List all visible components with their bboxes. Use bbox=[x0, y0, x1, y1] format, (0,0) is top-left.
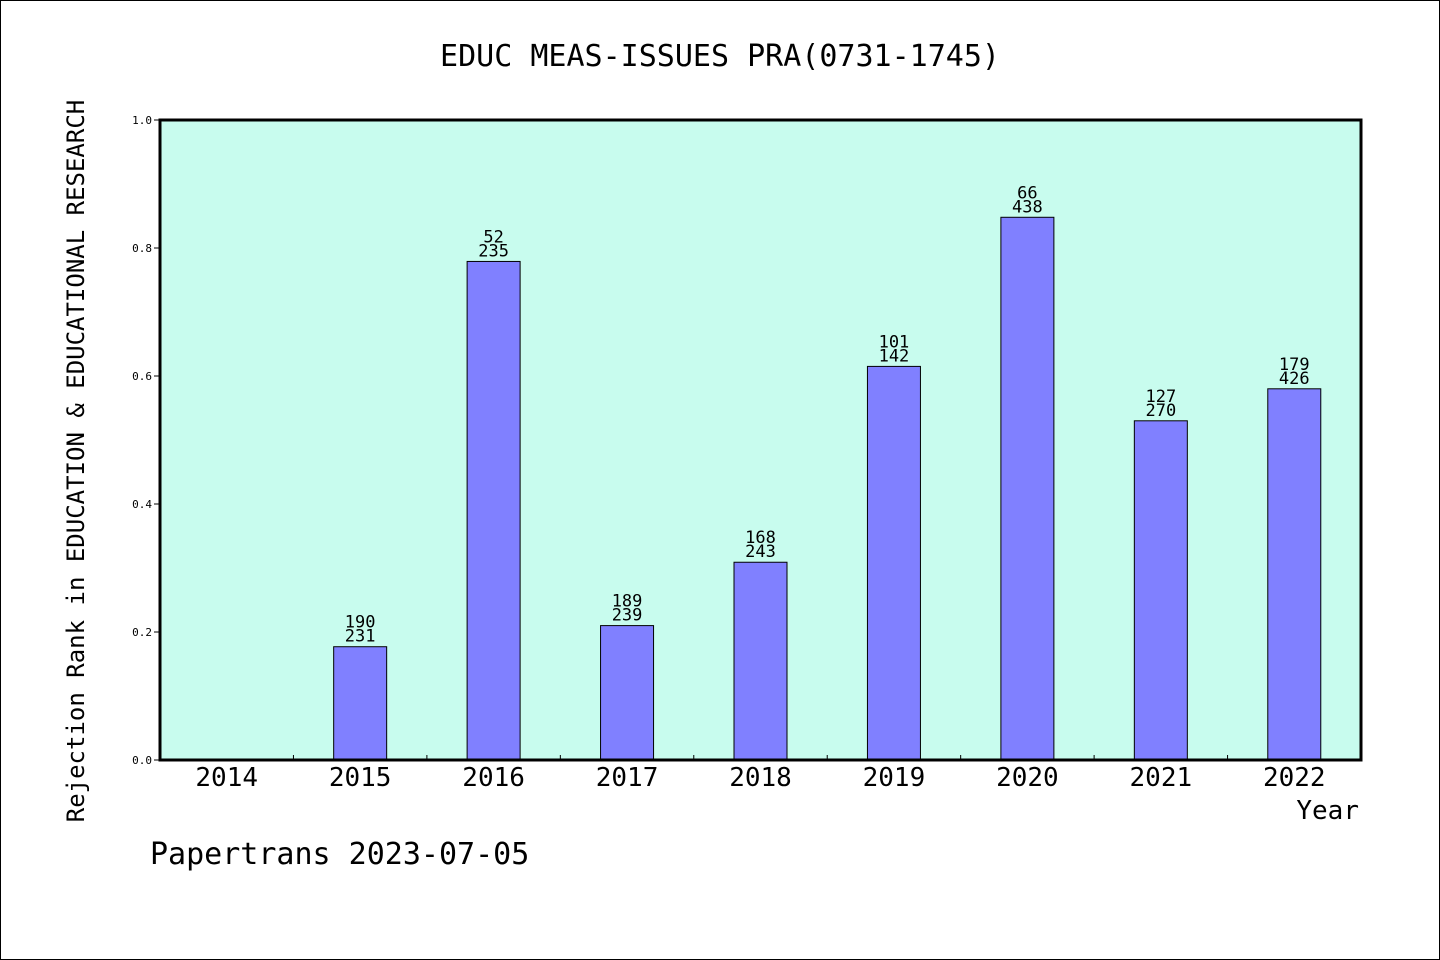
bar-2018 bbox=[733, 561, 788, 761]
y-tick-label: 0.6 bbox=[132, 370, 152, 383]
y-tick-label: 1.0 bbox=[132, 114, 152, 127]
bar-label-top: 101 bbox=[879, 332, 910, 352]
bar-2017 bbox=[600, 625, 655, 761]
bar-2020 bbox=[1000, 216, 1055, 761]
bars-group bbox=[333, 216, 1322, 761]
plot-border bbox=[158, 118, 1363, 762]
x-tick-label: 2020 bbox=[996, 763, 1059, 793]
bar-label-top: 52 bbox=[483, 227, 503, 247]
bar-label-top: 190 bbox=[345, 613, 376, 633]
bar-label-bottom: 426 bbox=[1279, 369, 1310, 389]
x-axis-ticks: 2014 2015 2016 2017 2018 2019 2020 2021 2022 bbox=[195, 755, 1326, 793]
bar-label-top: 66 bbox=[1017, 183, 1037, 203]
y-tick-label: 0.8 bbox=[132, 242, 152, 255]
bar-2016 bbox=[466, 260, 521, 761]
y-tick-label: 0.4 bbox=[132, 498, 152, 511]
x-tick-label: 2018 bbox=[729, 763, 792, 793]
bar-2019 bbox=[866, 365, 921, 761]
x-tick-label: 2015 bbox=[329, 763, 392, 793]
x-tick-label: 2019 bbox=[863, 763, 926, 793]
footer-credit: Papertrans 2023-07-05 bbox=[150, 837, 529, 872]
bar-label-top: 189 bbox=[612, 592, 643, 612]
x-tick-label: 2014 bbox=[195, 763, 258, 793]
y-axis-label: Rejection Rank in EDUCATION & EDUCATIONA… bbox=[62, 100, 90, 822]
bar-label-top: 168 bbox=[745, 528, 776, 548]
bar-2021 bbox=[1133, 420, 1188, 761]
bar-label-bottom: 239 bbox=[612, 606, 643, 626]
bar-label-bottom: 243 bbox=[745, 542, 776, 562]
y-tick-label: 0.2 bbox=[132, 626, 152, 639]
x-tick-label: 2022 bbox=[1263, 763, 1326, 793]
bar-label-top: 179 bbox=[1279, 355, 1310, 375]
x-tick-label: 2017 bbox=[596, 763, 659, 793]
x-tick-label: 2016 bbox=[462, 763, 525, 793]
bar-2015 bbox=[333, 646, 388, 761]
y-axis-ticks: 0.0 0.2 0.4 0.6 0.8 1.0 bbox=[132, 114, 160, 767]
bar-label-top: 127 bbox=[1145, 387, 1176, 407]
bar-2022 bbox=[1267, 388, 1322, 761]
chart-title: EDUC MEAS-ISSUES PRA(0731-1745) bbox=[440, 39, 1000, 74]
x-axis-label: Year bbox=[1296, 796, 1359, 826]
bar-label-bottom: 142 bbox=[879, 346, 910, 366]
x-tick-label: 2021 bbox=[1130, 763, 1193, 793]
bar-label-bottom: 270 bbox=[1145, 401, 1176, 421]
bar-label-bottom: 235 bbox=[478, 241, 509, 261]
bar-label-bottom: 231 bbox=[345, 627, 376, 647]
bar-label-bottom: 438 bbox=[1012, 197, 1043, 217]
y-tick-label: 0.0 bbox=[132, 754, 152, 767]
